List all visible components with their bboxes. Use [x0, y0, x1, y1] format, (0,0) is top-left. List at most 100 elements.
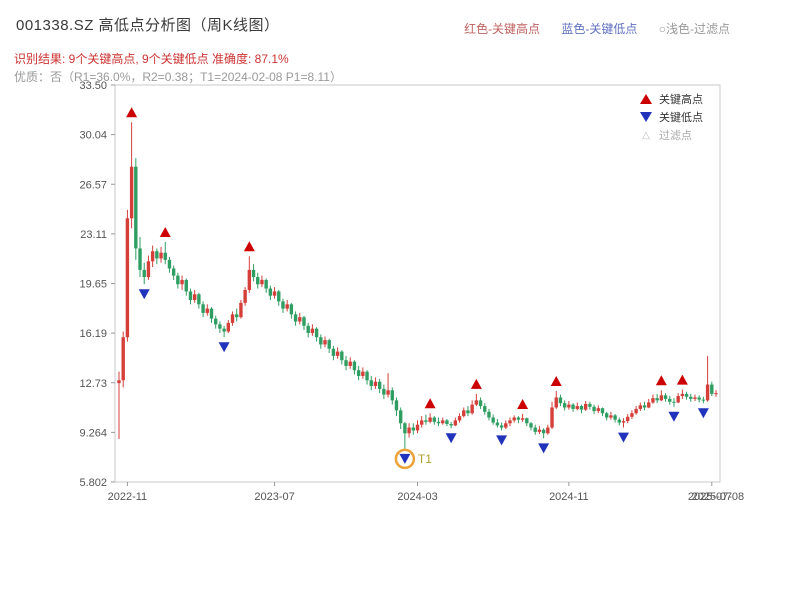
candle-body — [230, 314, 235, 323]
candle-body — [222, 328, 226, 332]
candle-body — [394, 400, 399, 411]
candle-body — [495, 422, 500, 426]
candle-body — [159, 252, 163, 259]
candle-body — [689, 396, 693, 399]
candle-body — [441, 420, 445, 424]
candle-body — [571, 404, 575, 409]
candle-body — [188, 291, 193, 300]
y-tick-label: 19.65 — [79, 279, 107, 291]
candle-body — [466, 410, 470, 414]
key-high-marker — [470, 378, 482, 389]
candle-body — [293, 314, 298, 322]
key-high-marker — [159, 226, 171, 237]
candle-body — [613, 415, 617, 420]
candle-body — [251, 269, 256, 278]
candle-body — [609, 415, 613, 418]
triangle-hollow-icon: △ — [642, 129, 650, 141]
x-tick-label: 2024-03 — [397, 491, 437, 503]
candle-body — [525, 418, 529, 424]
candle-body — [478, 400, 483, 407]
x-tick-label: 2024-11 — [549, 491, 589, 503]
legend-label: 关键高点 — [659, 94, 703, 106]
candle-body — [663, 395, 668, 399]
candle-body — [428, 417, 432, 422]
candle-body — [701, 399, 706, 401]
candle-body — [520, 418, 525, 420]
candle-body — [155, 251, 159, 259]
y-tick-label: 26.57 — [79, 179, 107, 191]
candle-body — [390, 390, 394, 401]
candle-body — [529, 423, 533, 428]
recognition-result-line: 识别结果: 9个关键高点, 9个关键低点 准确度: 87.1% — [14, 52, 289, 66]
candle-body — [668, 398, 672, 402]
candle-body — [298, 317, 302, 322]
candle-body — [474, 400, 479, 405]
candle-body — [340, 351, 344, 361]
legend-label: 过滤点 — [659, 130, 692, 142]
candle-body — [180, 279, 184, 285]
quality-line: 优质：否（R1=36.0%，R2=0.38；T1=2024-02-08 P1=8… — [14, 70, 342, 84]
candle-body — [281, 301, 285, 309]
candle-body — [138, 248, 142, 270]
candle-body — [693, 397, 697, 399]
candle-body — [277, 291, 281, 302]
candle-body — [129, 166, 134, 219]
candle-body — [714, 393, 718, 395]
candle-body — [167, 259, 172, 269]
candle-body — [550, 407, 554, 428]
key-high-marker — [676, 374, 688, 385]
candle-body — [369, 380, 373, 386]
candle-body — [356, 370, 361, 376]
candle-body — [184, 279, 188, 292]
candle-body — [697, 397, 701, 400]
candle-body — [125, 218, 130, 338]
candle-body — [512, 417, 516, 421]
candle-body — [209, 308, 214, 319]
candle-body — [508, 420, 512, 424]
candle-body — [617, 419, 622, 423]
candle-body — [651, 398, 655, 403]
candle-body — [314, 328, 319, 338]
legend-label: 关键低点 — [659, 112, 703, 124]
candle-body — [483, 406, 487, 412]
candle-body — [604, 413, 609, 418]
candle-body — [596, 408, 600, 412]
candle-body — [134, 166, 138, 249]
candle-body — [424, 420, 428, 422]
key-low-marker — [218, 342, 230, 353]
candle-body — [705, 384, 710, 401]
candle-body — [386, 390, 390, 395]
candle-body — [415, 424, 420, 431]
legend-row-filtered: △ 过滤点 — [640, 126, 703, 144]
candle-body — [583, 403, 588, 410]
candle-body — [558, 397, 563, 404]
candle-body — [235, 314, 239, 318]
x-tick-label: 2025-07 — [692, 491, 732, 503]
candle-body — [626, 416, 630, 422]
candle-body — [327, 340, 331, 349]
candle-body — [306, 325, 310, 333]
y-tick-label: 33.50 — [79, 80, 107, 92]
candle-body — [335, 351, 340, 356]
candle-body — [516, 417, 521, 420]
candle-body — [445, 420, 449, 424]
candle-body — [117, 380, 121, 384]
candle-body — [146, 261, 151, 278]
candle-body — [432, 417, 437, 422]
candle-body — [121, 337, 125, 381]
candle-body — [163, 252, 167, 260]
candle-body — [373, 381, 378, 386]
candle-body — [575, 406, 579, 409]
candle-body — [487, 411, 491, 418]
candle-body — [499, 425, 504, 428]
candle-body — [642, 405, 647, 408]
candle-body — [655, 398, 659, 401]
candle-body — [218, 324, 222, 329]
candle-body — [672, 401, 676, 403]
candle-body — [600, 408, 605, 414]
candle-body — [331, 348, 336, 356]
candle-body — [710, 384, 714, 394]
key-low-marker — [538, 443, 550, 454]
candle-body — [676, 396, 680, 403]
